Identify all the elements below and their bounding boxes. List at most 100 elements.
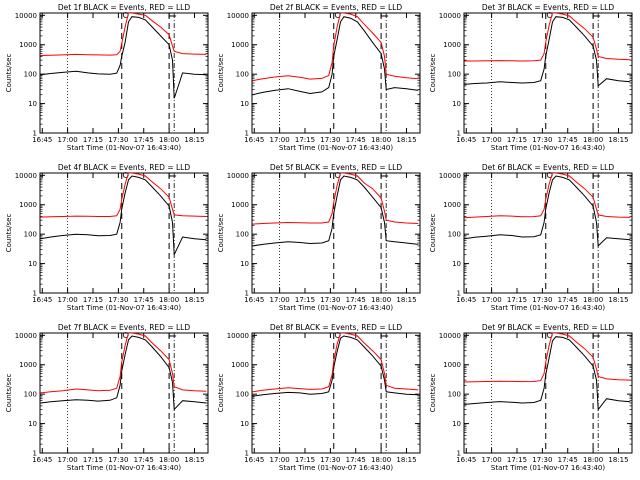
- series-lld-line: [464, 13, 631, 62]
- x-tick-label: 17:45: [134, 456, 154, 464]
- x-tick-label: 17:30: [320, 296, 340, 304]
- x-axis-title: Start Time (01-Nov-07 16:43:40): [279, 144, 393, 152]
- x-tick-label: 17:00: [58, 456, 78, 464]
- x-tick-label: 18:15: [184, 136, 204, 144]
- y-tick-label: 100: [236, 71, 249, 79]
- series-events-line: [464, 175, 631, 248]
- panel-title: Det 6f BLACK = Events, RED = LLD: [482, 163, 615, 172]
- panel-title: Det 2f BLACK = Events, RED = LLD: [270, 3, 403, 12]
- y-tick-label: 1: [245, 290, 249, 298]
- x-tick-label: 17:15: [83, 136, 103, 144]
- x-axis-title: Start Time (01-Nov-07 16:43:40): [491, 464, 605, 472]
- series-events-line: [40, 335, 207, 411]
- y-axis-title: Counts/sec: [217, 214, 225, 253]
- x-tick-label: 18:15: [396, 296, 416, 304]
- panel-title: Det 1f BLACK = Events, RED = LLD: [58, 3, 191, 12]
- x-tick-label: 18:15: [608, 296, 628, 304]
- x-tick-label: 17:15: [507, 456, 527, 464]
- y-tick-label: 10000: [227, 332, 249, 340]
- series-lld-line: [252, 13, 419, 82]
- chart-panel-7: Det 7f BLACK = Events, RED = LLD 1 10 100 10…: [5, 323, 209, 472]
- y-tick-label: 1000: [231, 201, 249, 209]
- y-tick-label: 1: [245, 450, 249, 458]
- x-tick-label: 17:30: [532, 456, 552, 464]
- x-axis-title: Start Time (01-Nov-07 16:43:40): [67, 304, 181, 312]
- series-events-line: [252, 175, 419, 247]
- panel-title: Det 5f BLACK = Events, RED = LLD: [270, 163, 403, 172]
- series-lld-line: [252, 173, 419, 225]
- x-tick-label: 16:45: [32, 136, 52, 144]
- chart-panel-4: Det 4f BLACK = Events, RED = LLD 1 10 100 10…: [5, 163, 209, 312]
- series-events-line: [464, 16, 631, 87]
- y-axis-title: Counts/sec: [5, 54, 13, 93]
- y-axis-title: Counts/sec: [429, 374, 437, 413]
- y-tick-label: 1000: [19, 361, 37, 369]
- chart-panel-1: Det 1f BLACK = Events, RED = LLD 1 10 100 10…: [5, 3, 209, 152]
- y-tick-label: 100: [24, 231, 37, 239]
- x-tick-label: 17:00: [270, 296, 290, 304]
- x-tick-label: 17:00: [270, 456, 290, 464]
- series-events-line: [40, 175, 207, 255]
- x-tick-label: 16:45: [32, 456, 52, 464]
- x-tick-label: 17:45: [558, 136, 578, 144]
- y-tick-label: 10: [240, 260, 249, 268]
- y-axis-title: Counts/sec: [5, 374, 13, 413]
- y-tick-label: 100: [448, 231, 461, 239]
- y-tick-label: 10: [452, 260, 461, 268]
- x-tick-label: 17:15: [83, 296, 103, 304]
- x-axis-title: Start Time (01-Nov-07 16:43:40): [491, 304, 605, 312]
- x-tick-label: 18:15: [608, 136, 628, 144]
- x-tick-label: 17:45: [134, 296, 154, 304]
- x-tick-label: 17:30: [108, 456, 128, 464]
- x-tick-label: 17:00: [482, 456, 502, 464]
- series-lld-line: [40, 333, 207, 394]
- chart-panel-5: Det 5f BLACK = Events, RED = LLD 1 10 100 10…: [217, 163, 421, 312]
- chart-panel-9: Det 9f BLACK = Events, RED = LLD 1 10 100 10…: [429, 323, 633, 472]
- series-lld-line: [40, 173, 207, 218]
- y-tick-label: 1000: [443, 41, 461, 49]
- chart-panel-8: Det 8f BLACK = Events, RED = LLD 1 10 100 10…: [217, 323, 421, 472]
- chart-panel-6: Det 6f BLACK = Events, RED = LLD 1 10 100 10…: [429, 163, 633, 312]
- y-tick-label: 1000: [19, 41, 37, 49]
- x-tick-label: 18:00: [371, 456, 391, 464]
- x-tick-label: 17:15: [507, 136, 527, 144]
- y-tick-label: 10: [28, 260, 37, 268]
- y-tick-label: 1000: [231, 361, 249, 369]
- x-tick-label: 17:30: [108, 136, 128, 144]
- series-events-line: [40, 16, 207, 99]
- y-axis-title: Counts/sec: [217, 374, 225, 413]
- series-lld-line: [464, 173, 631, 219]
- x-tick-label: 16:45: [456, 456, 476, 464]
- x-tick-label: 17:45: [558, 456, 578, 464]
- panel-title: Det 8f BLACK = Events, RED = LLD: [270, 323, 403, 332]
- x-tick-label: 17:45: [346, 136, 366, 144]
- x-tick-label: 17:45: [558, 296, 578, 304]
- panel-title: Det 9f BLACK = Events, RED = LLD: [482, 323, 615, 332]
- y-tick-label: 1000: [231, 41, 249, 49]
- x-tick-label: 18:00: [583, 136, 603, 144]
- x-tick-label: 18:00: [583, 296, 603, 304]
- x-tick-label: 17:00: [270, 136, 290, 144]
- x-tick-label: 16:45: [244, 456, 264, 464]
- y-tick-label: 1: [33, 290, 37, 298]
- x-tick-label: 17:45: [346, 296, 366, 304]
- y-axis-title: Counts/sec: [217, 54, 225, 93]
- y-tick-label: 1: [245, 130, 249, 138]
- x-tick-label: 18:15: [396, 136, 416, 144]
- y-tick-label: 10: [452, 420, 461, 428]
- y-tick-label: 100: [236, 231, 249, 239]
- x-tick-label: 18:00: [159, 456, 179, 464]
- y-tick-label: 1000: [19, 201, 37, 209]
- x-tick-label: 17:15: [295, 456, 315, 464]
- y-tick-label: 100: [448, 71, 461, 79]
- series-lld-line: [464, 333, 631, 383]
- x-tick-label: 17:00: [58, 296, 78, 304]
- x-tick-label: 17:00: [482, 296, 502, 304]
- x-tick-label: 16:45: [244, 296, 264, 304]
- series-events-line: [252, 335, 419, 397]
- y-tick-label: 10000: [439, 12, 461, 20]
- x-tick-label: 17:30: [108, 296, 128, 304]
- x-tick-label: 18:00: [159, 136, 179, 144]
- y-tick-label: 100: [236, 391, 249, 399]
